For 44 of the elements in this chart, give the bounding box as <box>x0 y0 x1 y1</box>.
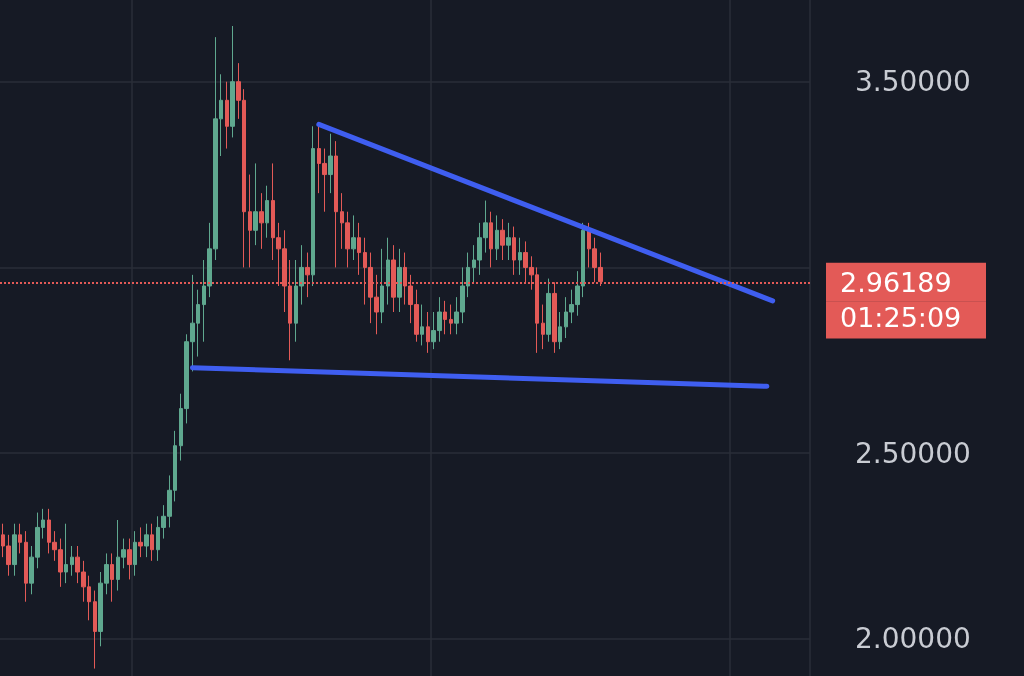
candlestick <box>138 526 143 558</box>
candlestick <box>150 523 154 562</box>
candlestick <box>541 304 545 350</box>
candlestick <box>357 222 361 276</box>
candlestick <box>518 237 522 276</box>
candlestick <box>127 538 132 580</box>
candlestick <box>386 237 390 306</box>
candlestick <box>380 248 384 324</box>
candlestick <box>311 125 315 287</box>
candlestick <box>225 81 229 150</box>
candlestick <box>64 523 68 584</box>
candlestick <box>397 248 402 313</box>
candlestick <box>489 211 493 268</box>
candlestick <box>144 523 149 558</box>
candlestick <box>443 300 447 335</box>
candlestick <box>230 25 235 138</box>
candlestick <box>334 140 338 268</box>
candlestick <box>265 185 269 239</box>
y-tick-label: 2.00000 <box>855 622 971 656</box>
candlestick <box>351 214 356 261</box>
candlestick <box>449 304 453 335</box>
candlestick <box>70 545 74 577</box>
candlestick <box>133 530 137 577</box>
candlestick <box>110 552 114 603</box>
candlestick <box>24 530 28 603</box>
candlestick <box>500 218 505 261</box>
candlestick <box>420 304 424 346</box>
candlestick <box>18 523 22 554</box>
candlestick <box>253 162 258 246</box>
candlestick <box>426 311 430 354</box>
candlestick <box>546 278 551 343</box>
candlestick <box>506 222 511 261</box>
candlestick <box>259 192 264 250</box>
candlestick <box>328 133 333 194</box>
text: 01:25:09 <box>840 301 962 333</box>
candlestick <box>12 523 17 577</box>
y-tick-label: 3.50000 <box>855 65 971 99</box>
candlestick <box>495 214 499 261</box>
candlestick <box>512 226 516 276</box>
candlestick <box>248 174 252 268</box>
ref-line-label: 2.96189 <box>840 266 952 298</box>
candlestick <box>558 311 562 350</box>
y-tick-label: 2.50000 <box>855 436 971 470</box>
candlestick <box>93 590 97 670</box>
